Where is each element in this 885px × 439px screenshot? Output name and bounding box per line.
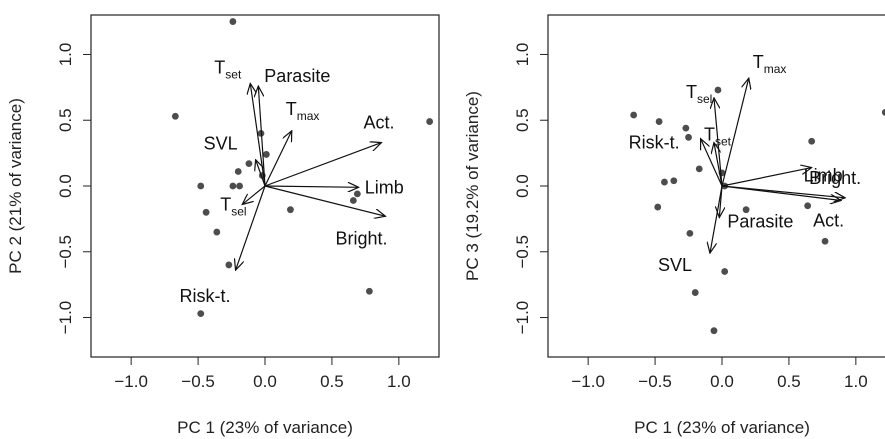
score-point xyxy=(245,160,253,168)
score-point xyxy=(229,182,237,190)
score-point xyxy=(287,206,294,214)
loading-label: Limb xyxy=(804,166,843,186)
loading-label: SVL xyxy=(204,134,238,154)
loading-arrow xyxy=(721,185,841,200)
score-point xyxy=(691,289,699,296)
loading-arrow xyxy=(256,160,266,187)
score-point xyxy=(881,108,885,116)
score-point xyxy=(197,310,205,317)
loading-arrow xyxy=(714,143,723,187)
loading-label: Tset xyxy=(214,57,242,81)
x-axis-title: PC 1 (23% of variance) xyxy=(177,418,353,437)
y-tick-label: 0.0 xyxy=(56,174,75,198)
score-point xyxy=(349,197,357,204)
score-point xyxy=(714,86,722,94)
y-tick-label: −0.5 xyxy=(513,235,532,269)
y-axis-title: PC 2 (21% of variance) xyxy=(6,98,25,274)
y-tick-label: −1.0 xyxy=(56,301,75,335)
score-point xyxy=(366,287,373,295)
loading-label: Parasite xyxy=(264,66,330,86)
x-tick-label: 0.0 xyxy=(710,372,734,391)
loading-label: Risk-t. xyxy=(629,133,680,153)
score-point xyxy=(225,261,233,269)
score-point xyxy=(353,190,361,198)
score-point xyxy=(804,202,812,210)
biplot-pc1-pc2: −1.0 −0.5 0.0 0.5 1.0 −1.0 −0.5 0.0 0.5 1.0 PC 1 (… xyxy=(6,14,440,437)
score-point xyxy=(654,203,662,211)
loading-arrow xyxy=(264,131,292,187)
loading-label: Act. xyxy=(813,210,844,230)
x-tick-label: −0.5 xyxy=(638,372,672,391)
x-tick-label: −0.5 xyxy=(181,372,215,391)
score-point xyxy=(426,118,434,125)
x-tick-label: 0.5 xyxy=(777,372,801,391)
score-point xyxy=(234,168,242,175)
biplot-pc1-pc3: −1.0 −0.5 0.0 0.5 1.0 −1.0 −0.5 0.0 0.5 1.0 PC 1 (… xyxy=(463,14,885,437)
score-point xyxy=(229,18,237,25)
score-point xyxy=(742,206,750,214)
loading-arrow xyxy=(264,185,385,216)
loading-label: Tmax xyxy=(753,52,787,76)
score-point xyxy=(213,228,221,236)
x-tick-label: −1.0 xyxy=(114,372,148,391)
loading-label: Tmax xyxy=(286,99,320,123)
score-point xyxy=(695,165,703,173)
loading-label: Tset xyxy=(704,125,732,149)
x-tick-label: 1.0 xyxy=(387,372,411,391)
loading-arrow xyxy=(721,168,812,187)
x-axis-title: PC 1 (23% of variance) xyxy=(634,418,810,437)
score-point xyxy=(721,268,729,275)
plot-content: Tset Parasite Tmax Act. SVL Limb Bright. Tsel Ri… xyxy=(171,18,434,317)
y-tick-label: 0.5 xyxy=(56,108,75,132)
loading-arrow xyxy=(721,78,749,187)
loading-label: Act. xyxy=(363,113,394,133)
y-tick-label: −0.5 xyxy=(56,235,75,269)
score-point xyxy=(682,124,690,132)
score-point xyxy=(202,208,210,216)
score-point xyxy=(661,178,668,186)
score-point xyxy=(262,151,270,158)
loading-label: Risk-t. xyxy=(180,286,231,306)
score-point xyxy=(821,237,829,245)
y-tick-label: 0.5 xyxy=(513,108,532,132)
loading-label: SVL xyxy=(658,255,692,275)
loading-label: Bright. xyxy=(335,228,387,248)
loading-arrow xyxy=(264,186,359,187)
y-tick-label: 1.0 xyxy=(56,43,75,67)
loading-arrow xyxy=(264,143,381,187)
score-point xyxy=(630,111,638,119)
score-point xyxy=(670,177,678,185)
score-point xyxy=(710,327,718,335)
score-point xyxy=(686,229,694,237)
loading-label: Limb xyxy=(365,177,404,197)
score-point xyxy=(685,133,692,141)
loading-arrow xyxy=(242,185,266,204)
loading-arrow xyxy=(236,185,266,270)
score-point xyxy=(808,137,816,145)
score-point xyxy=(236,182,243,190)
loading-label: Bright. xyxy=(809,168,861,188)
loading-label: Tsel xyxy=(220,194,246,218)
loading-arrow xyxy=(710,185,723,253)
score-point xyxy=(171,112,179,120)
x-tick-label: 0.5 xyxy=(320,372,344,391)
loading-label: Parasite xyxy=(727,212,793,232)
x-tick-label: −1.0 xyxy=(571,372,605,391)
loading-arrow xyxy=(701,139,723,187)
y-tick-label: 0.0 xyxy=(513,174,532,198)
y-tick-label: 1.0 xyxy=(513,43,532,67)
loading-label: Tsel xyxy=(686,82,712,106)
x-tick-label: 1.0 xyxy=(844,372,868,391)
x-tick-label: 0.0 xyxy=(253,372,277,391)
score-point xyxy=(197,182,205,190)
y-tick-label: −1.0 xyxy=(513,301,532,335)
score-point xyxy=(655,118,663,125)
y-axis-title: PC 3 (19.2% of variance) xyxy=(463,91,482,281)
